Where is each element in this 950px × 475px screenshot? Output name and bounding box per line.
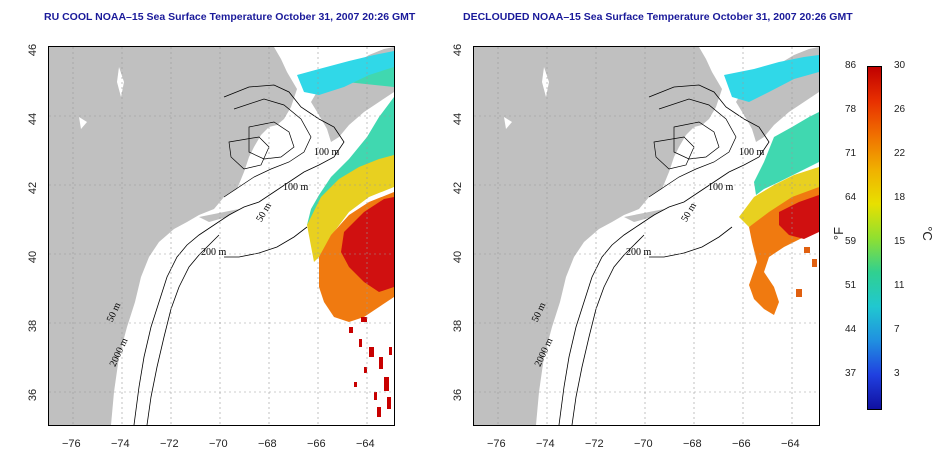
y-tick: 46 bbox=[452, 43, 465, 57]
contour-line bbox=[653, 136, 695, 170]
contour-label: 100 m bbox=[708, 182, 734, 193]
contour-line bbox=[133, 84, 345, 425]
grid bbox=[49, 47, 394, 425]
contour-label: 100 m bbox=[739, 147, 765, 158]
y-tick: 40 bbox=[452, 250, 465, 264]
contour-label: 200 m bbox=[626, 247, 652, 258]
right-map-svg bbox=[474, 47, 819, 425]
contour-line bbox=[558, 84, 770, 425]
contour-line bbox=[649, 226, 733, 258]
fahrenheit-tick: 64 bbox=[845, 192, 857, 203]
sst-specks bbox=[796, 247, 817, 297]
sst-red bbox=[341, 197, 394, 292]
x-tick: −72 bbox=[585, 438, 604, 450]
fahrenheit-tick: 37 bbox=[845, 368, 857, 379]
x-tick: −72 bbox=[160, 438, 179, 450]
celsius-tick: 3 bbox=[894, 368, 900, 379]
right-map[interactable]: 100 m 100 m 50 m 200 m 50 m 2000 m bbox=[473, 46, 820, 426]
contour-line bbox=[571, 234, 645, 425]
x-tick: −76 bbox=[487, 438, 506, 450]
right-panel-title: DECLOUDED NOAA–15 Sea Surface Temperatur… bbox=[463, 11, 853, 23]
contour-line bbox=[248, 121, 295, 160]
contour-line bbox=[673, 121, 720, 160]
contour-line bbox=[146, 234, 220, 425]
celsius-tick: 18 bbox=[894, 192, 906, 203]
y-tick: 44 bbox=[452, 112, 465, 126]
land-long-island bbox=[624, 209, 664, 222]
contour-line bbox=[223, 98, 312, 198]
fahrenheit-tick: 71 bbox=[845, 148, 857, 159]
celsius-tick: 30 bbox=[894, 60, 906, 71]
contour-label: 100 m bbox=[283, 182, 309, 193]
lake bbox=[79, 117, 87, 129]
y-tick: 36 bbox=[452, 388, 465, 402]
sst-cyan bbox=[297, 51, 394, 95]
x-tick: −68 bbox=[683, 438, 702, 450]
sst-red bbox=[779, 195, 819, 239]
x-tick: −70 bbox=[209, 438, 228, 450]
contour-label: 200 m bbox=[201, 247, 227, 258]
land-long-island bbox=[199, 209, 239, 222]
y-tick: 40 bbox=[27, 250, 40, 264]
left-panel-title: RU COOL NOAA–15 Sea Surface Temperature … bbox=[44, 11, 416, 23]
fahrenheit-tick: 51 bbox=[845, 280, 857, 291]
contour-label: 100 m bbox=[314, 147, 340, 158]
colorbar-gradient bbox=[867, 66, 882, 410]
sst-yellow bbox=[307, 155, 394, 262]
celsius-tick: 11 bbox=[894, 280, 905, 291]
land-mass bbox=[49, 47, 297, 425]
sst-cold bbox=[754, 112, 819, 195]
fahrenheit-tick: 78 bbox=[845, 104, 857, 115]
sst-specks bbox=[349, 317, 392, 417]
right-panel: DECLOUDED NOAA–15 Sea Surface Temperatur… bbox=[425, 0, 855, 475]
x-tick: −70 bbox=[634, 438, 653, 450]
x-tick: −74 bbox=[536, 438, 555, 450]
lake bbox=[504, 117, 512, 129]
land-mass bbox=[474, 47, 722, 425]
left-map-svg bbox=[49, 47, 394, 425]
x-tick: −64 bbox=[781, 438, 800, 450]
lake bbox=[542, 67, 549, 97]
sst-cyan bbox=[724, 55, 819, 102]
y-tick: 36 bbox=[27, 388, 40, 402]
y-tick: 46 bbox=[27, 43, 40, 57]
contour-line bbox=[648, 98, 737, 198]
lake bbox=[117, 67, 124, 97]
sst-yellow bbox=[739, 167, 819, 227]
fahrenheit-tick: 59 bbox=[845, 236, 857, 247]
left-map[interactable]: 100 m 100 m 50 m 200 m 50 m 2000 m bbox=[48, 46, 395, 426]
x-tick: −68 bbox=[258, 438, 277, 450]
celsius-tick: 26 bbox=[894, 104, 906, 115]
fahrenheit-tick: 44 bbox=[845, 324, 857, 335]
y-tick: 44 bbox=[27, 112, 40, 126]
contour-line bbox=[228, 136, 270, 170]
celsius-unit: °C bbox=[919, 226, 935, 241]
x-tick: −66 bbox=[307, 438, 326, 450]
fahrenheit-tick: 86 bbox=[845, 60, 857, 71]
celsius-tick: 22 bbox=[894, 148, 906, 159]
fahrenheit-unit: °F bbox=[831, 226, 847, 241]
celsius-tick: 7 bbox=[894, 324, 900, 335]
contour-line bbox=[224, 226, 308, 258]
grid bbox=[474, 47, 819, 425]
x-tick: −66 bbox=[732, 438, 751, 450]
x-tick: −76 bbox=[62, 438, 81, 450]
x-tick: −74 bbox=[111, 438, 130, 450]
y-tick: 42 bbox=[452, 181, 465, 195]
y-tick: 38 bbox=[27, 319, 40, 333]
y-tick: 38 bbox=[452, 319, 465, 333]
celsius-tick: 15 bbox=[894, 236, 906, 247]
y-tick: 42 bbox=[27, 181, 40, 195]
left-panel: RU COOL NOAA–15 Sea Surface Temperature … bbox=[0, 0, 430, 475]
colorbar: 86 78 71 64 59 51 44 37 30 26 22 18 15 11 7 3 °F °C bbox=[831, 56, 948, 426]
x-tick: −64 bbox=[356, 438, 375, 450]
